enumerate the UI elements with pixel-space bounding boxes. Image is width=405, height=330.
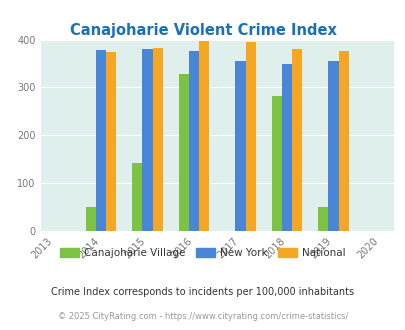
Text: Canajoharie Violent Crime Index: Canajoharie Violent Crime Index [69,23,336,38]
Bar [271,96,281,231]
Bar [235,61,245,231]
Bar [198,41,209,231]
Bar [142,49,152,231]
Bar [188,51,198,231]
Bar [178,74,188,231]
Bar [281,64,291,231]
Bar [106,51,116,231]
Text: Crime Index corresponds to incidents per 100,000 inhabitants: Crime Index corresponds to incidents per… [51,287,354,297]
Bar [245,43,255,231]
Bar [291,49,301,231]
Bar [96,50,106,231]
Bar [152,48,162,231]
Bar [328,61,338,231]
Legend: Canajoharie Village, New York, National: Canajoharie Village, New York, National [56,244,349,262]
Bar [85,207,96,231]
Bar [317,207,328,231]
Bar [338,50,348,231]
Text: © 2025 CityRating.com - https://www.cityrating.com/crime-statistics/: © 2025 CityRating.com - https://www.city… [58,312,347,321]
Bar [132,163,142,231]
